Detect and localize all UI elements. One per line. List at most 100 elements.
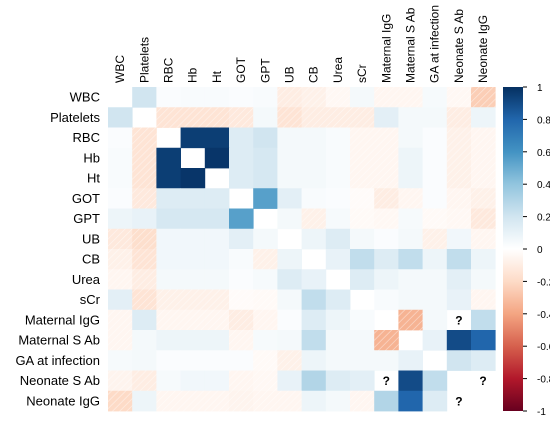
- heatmap-cell: [108, 147, 133, 169]
- colorbar-tick-label: -0.2: [537, 277, 550, 288]
- negative-hatch: [204, 309, 230, 331]
- heatmap-cell: [108, 188, 133, 209]
- negative-hatch: [350, 188, 375, 209]
- colorbar-tick-label: 1: [537, 83, 543, 94]
- negative-hatch: [156, 309, 181, 331]
- negative-hatch: [108, 228, 133, 250]
- negative-hatch: [398, 309, 423, 331]
- heatmap-cell: [204, 350, 230, 371]
- negative-hatch: [132, 269, 157, 290]
- negative-hatch: [350, 168, 375, 189]
- heatmap-cell: [180, 350, 206, 371]
- x-tick-label: sCr: [355, 64, 369, 83]
- heatmap-cell: [301, 127, 327, 149]
- heatmap-cell: [156, 87, 181, 108]
- negative-hatch: [471, 87, 496, 108]
- negative-hatch: [108, 309, 133, 331]
- heatmap-cell: [253, 87, 278, 108]
- heatmap-cell: [277, 147, 302, 169]
- heatmap-cell: [398, 249, 423, 270]
- negative-hatch: [253, 289, 278, 311]
- heatmap-cell: [156, 249, 181, 270]
- colorbar: 1 0.8 0.6 0.4 0.2 0 -0.2 -0.4 -0.6 -0.8 -1: [503, 83, 550, 418]
- negative-hatch: [446, 168, 472, 189]
- heatmap-cell: [156, 350, 181, 371]
- negative-hatch: [350, 127, 375, 149]
- y-tick-label: GA at infection: [15, 353, 100, 368]
- heatmap-cell: [398, 269, 423, 290]
- negative-hatch: [229, 330, 254, 351]
- negative-hatch: [132, 168, 157, 189]
- heatmap-cell: [156, 370, 181, 392]
- heatmap-cell: [422, 127, 448, 149]
- x-tick-label: UB: [283, 66, 297, 83]
- heatmap-cell: [301, 147, 327, 169]
- negative-hatch: [471, 208, 496, 230]
- heatmap-cell: [180, 269, 206, 290]
- heatmap-cell: [229, 350, 254, 371]
- heatmap-cell: [422, 330, 448, 351]
- heatmap-cell: [325, 147, 351, 169]
- y-tick-label: Neonate S Ab: [20, 373, 100, 388]
- heatmap-cell: [132, 309, 157, 331]
- heatmap-cell: [277, 168, 302, 189]
- negative-hatch: [132, 127, 157, 149]
- heatmap-cell: [277, 249, 302, 270]
- negative-hatch: [301, 208, 327, 230]
- colorbar-tick-label: 0.8: [537, 115, 550, 126]
- negative-hatch: [132, 289, 157, 311]
- heatmap-cell: [204, 188, 230, 209]
- negative-hatch: [180, 309, 206, 331]
- heatmap-cell: [108, 208, 133, 230]
- negative-hatch: [350, 390, 375, 412]
- heatmap-cell: [180, 127, 206, 149]
- heatmap-cell: [132, 87, 157, 108]
- colorbar-tick-label: -0.4: [537, 310, 550, 321]
- heatmap-cell: [180, 168, 206, 189]
- negative-hatch: [229, 370, 254, 392]
- heatmap-cell: [277, 330, 302, 351]
- heatmap-cell: [132, 330, 157, 351]
- heatmap-cell: [301, 309, 327, 331]
- negative-hatch: [398, 87, 423, 108]
- negative-hatch: [132, 370, 157, 392]
- negative-hatch: [156, 289, 181, 311]
- heatmap-cell: [277, 309, 302, 331]
- heatmap-cell: [253, 228, 278, 250]
- heatmap-cell: [204, 87, 230, 108]
- negative-hatch: [422, 228, 448, 250]
- colorbar-tick-label: 0.6: [537, 148, 550, 159]
- negative-hatch: [108, 370, 133, 392]
- y-tick-label: GPT: [73, 211, 100, 226]
- negative-hatch: [277, 87, 302, 108]
- heatmap-cell: [325, 390, 351, 412]
- negative-hatch: [132, 228, 157, 250]
- heatmap-cell: [398, 208, 423, 230]
- heatmap-cell: [108, 168, 133, 189]
- x-tick-label: CB: [307, 66, 321, 83]
- heatmap-cell: [301, 269, 327, 290]
- y-tick-label: UB: [82, 231, 100, 246]
- negative-hatch: [277, 350, 302, 371]
- heatmap-cell: [204, 208, 230, 230]
- heatmap-cell: [471, 309, 496, 331]
- heatmap-cell: [398, 107, 423, 128]
- negative-hatch: [471, 147, 496, 169]
- x-tick-label: Hb: [186, 67, 200, 83]
- heatmap-cell: [446, 269, 472, 290]
- negative-hatch: [180, 390, 206, 412]
- missing-marker: ?: [479, 374, 486, 388]
- negative-hatch: [229, 107, 254, 128]
- negative-hatch: [253, 390, 278, 412]
- colorbar-tick-label: 0.4: [537, 180, 550, 191]
- negative-hatch: [374, 188, 399, 209]
- negative-hatch: [374, 147, 399, 169]
- heatmap-cell: [422, 188, 448, 209]
- heatmap-cell: [398, 350, 423, 371]
- heatmap-cell: [398, 168, 423, 189]
- heatmap-cell: [229, 228, 254, 250]
- y-tick-label: Ht: [87, 171, 100, 186]
- y-tick-label: Hb: [83, 150, 100, 165]
- x-axis-labels: WBC Platelets RBC Hb Ht GOT GPT UB CB Urea sCr Mate…: [113, 5, 490, 83]
- y-tick-label: WBC: [70, 90, 100, 105]
